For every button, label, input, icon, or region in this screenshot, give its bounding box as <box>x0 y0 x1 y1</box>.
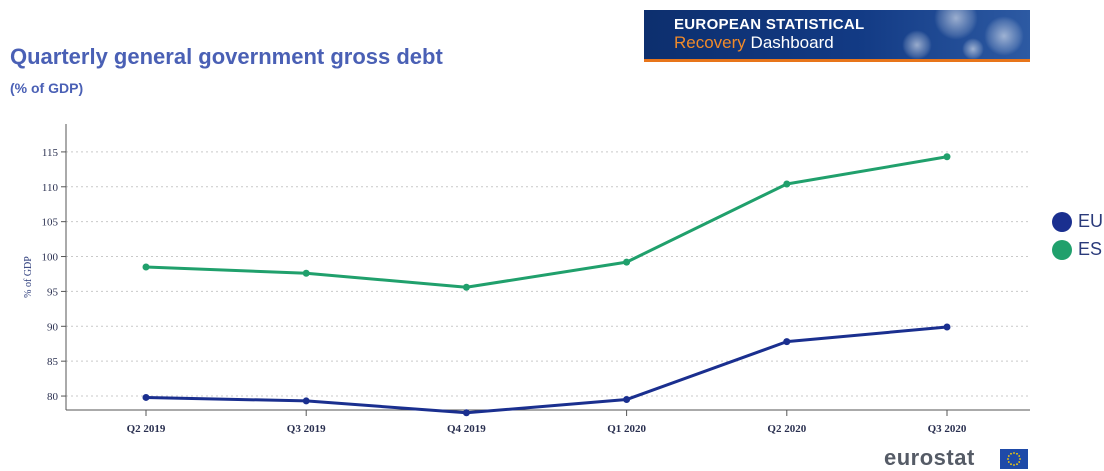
virus-icon <box>962 38 984 59</box>
legend-label-es: ES <box>1078 239 1103 259</box>
x-tick-label: Q2 2019 <box>127 423 166 435</box>
data-point-eu <box>623 396 631 404</box>
eu-flag-icon <box>1000 449 1028 469</box>
x-tick-label: Q3 2020 <box>928 423 967 435</box>
x-tick-label: Q4 2019 <box>447 423 486 435</box>
virus-icon <box>984 16 1024 56</box>
data-point-eu <box>783 338 791 346</box>
data-point-eu <box>943 323 951 331</box>
data-point-eu <box>302 397 310 405</box>
x-tick-label: Q1 2020 <box>607 423 646 435</box>
banner-line-1: EUROPEAN STATISTICAL <box>674 16 865 33</box>
recovery-dashboard-banner[interactable]: EUROPEAN STATISTICAL Recovery Dashboard <box>644 10 1030 62</box>
legend-swatch-eu <box>1052 212 1072 232</box>
data-point-es <box>302 269 310 277</box>
y-tick-label: 95 <box>47 286 59 298</box>
y-tick-label: 100 <box>42 252 59 264</box>
data-point-eu <box>142 393 150 401</box>
y-tick-label: 110 <box>42 182 59 194</box>
series-line-eu <box>145 325 948 415</box>
data-point-es <box>943 153 951 161</box>
y-tick-label: 115 <box>42 147 59 159</box>
data-point-eu <box>462 409 470 417</box>
y-tick-label: 80 <box>47 391 59 403</box>
logo-text: eurostat <box>884 445 975 470</box>
x-tick-label: Q2 2020 <box>767 423 806 435</box>
data-point-es <box>462 283 470 291</box>
data-point-es <box>142 263 150 271</box>
legend-label-eu: EU <box>1078 211 1104 231</box>
y-tick-label: 105 <box>42 217 59 229</box>
y-axis-label: % of GDP <box>23 256 34 298</box>
series-line-es <box>145 155 948 289</box>
x-tick-label: Q3 2019 <box>287 423 326 435</box>
banner-line-2-rest: Dashboard <box>745 33 834 52</box>
y-tick-label: 90 <box>47 321 59 333</box>
chart-title: Quarterly general government gross debt <box>10 44 443 69</box>
data-point-es <box>623 258 631 266</box>
virus-icon <box>902 30 932 59</box>
chart-subtitle: (% of GDP) <box>10 80 84 96</box>
y-tick-label: 85 <box>47 356 59 368</box>
banner-line-2: Recovery Dashboard <box>674 33 834 53</box>
legend-swatch-es <box>1052 240 1072 260</box>
data-point-es <box>783 180 791 188</box>
banner-accent-word: Recovery <box>674 33 746 52</box>
